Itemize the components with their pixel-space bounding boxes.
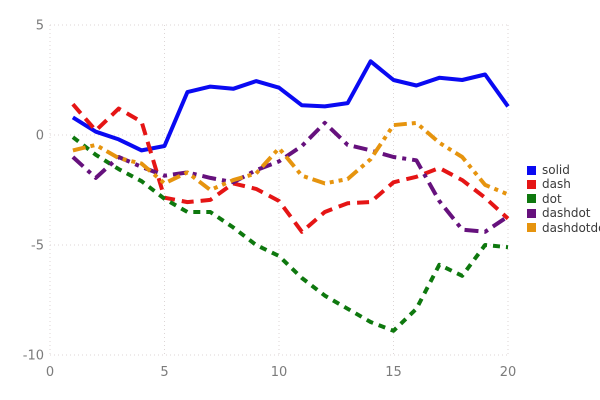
legend-swatch-dot <box>527 194 536 204</box>
legend-swatch-dash <box>527 180 536 190</box>
legend-swatch-dashdotdot <box>527 223 536 233</box>
legend: soliddashdotdashdotdashdotdot <box>527 163 600 235</box>
legend-item-dash: dash <box>527 177 600 191</box>
legend-item-dot: dot <box>527 192 600 206</box>
legend-label-dash: dash <box>542 177 571 192</box>
y-tick-label--10: -10 <box>23 349 44 364</box>
x-tick-label-10: 10 <box>271 365 288 380</box>
legend-label-solid: solid <box>542 163 570 177</box>
x-tick-label-15: 15 <box>385 365 402 380</box>
y-tick-label-5: 5 <box>36 19 44 34</box>
legend-swatch-dashdot <box>527 208 536 218</box>
series-line-dash <box>71 102 510 234</box>
legend-label-dot: dot <box>542 191 562 206</box>
legend-item-dashdotdot: dashdotdot <box>527 221 600 235</box>
series-line-dashdotdot <box>72 120 509 197</box>
legend-item-solid: solid <box>527 163 600 177</box>
x-tick-label-0: 0 <box>46 365 54 380</box>
series-line-solid <box>71 59 510 153</box>
legend-label-dashdot: dashdot <box>542 206 591 221</box>
x-tick-label-20: 20 <box>500 365 517 380</box>
x-tick-label-5: 5 <box>160 365 168 380</box>
y-tick-label-0: 0 <box>36 129 44 144</box>
y-tick-label--5: -5 <box>31 239 44 254</box>
legend-swatch-solid <box>527 165 536 175</box>
legend-item-dashdot: dashdot <box>527 206 600 220</box>
legend-label-dashdotdot: dashdotdot <box>542 220 600 235</box>
